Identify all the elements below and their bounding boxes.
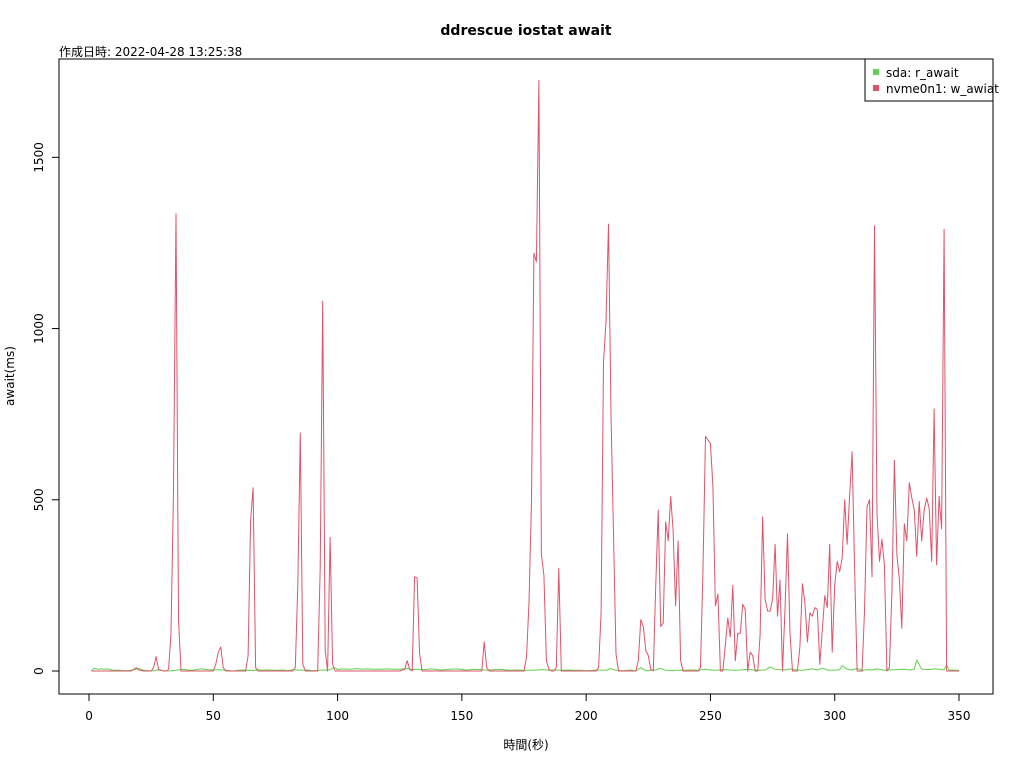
x-tick-label: 300 [823,709,846,723]
y-axis-label: await(ms) [3,346,17,406]
x-tick-label: 250 [699,709,722,723]
legend-label-nvme: nvme0n1: w_awiat [886,82,999,96]
legend-label-sda: sda: r_await [886,66,959,80]
series-line-0 [91,659,959,672]
legend-swatch-nvme [873,85,879,91]
y-tick-label: 0 [32,667,46,675]
x-tick-label: 50 [206,709,221,723]
legend-box [864,58,994,102]
series-line-1 [91,79,959,672]
y-tick-label: 1000 [32,313,46,344]
x-tick-label: 350 [948,709,971,723]
series-lines [91,79,959,672]
chart-title: ddrescue iostat await [440,23,611,39]
x-axis-label: 時間(秒) [503,738,548,752]
y-tick-label: 1500 [32,142,46,173]
y-axis: 0 500 1000 1500 [32,142,60,675]
x-tick-label: 100 [326,709,349,723]
x-tick-label: 150 [450,709,473,723]
x-tick-label: 200 [575,709,598,723]
chart-subtitle: 作成日時: 2022-04-28 13:25:38 [59,45,242,59]
legend-swatch-sda [873,69,879,75]
legend: sda: r_await nvme0n1: w_awiat [864,58,999,102]
plot-box [58,58,994,695]
y-tick-label: 500 [32,488,46,511]
x-axis: 0 50 100 150 200 250 300 350 [85,693,971,723]
x-tick-label: 0 [85,709,93,723]
